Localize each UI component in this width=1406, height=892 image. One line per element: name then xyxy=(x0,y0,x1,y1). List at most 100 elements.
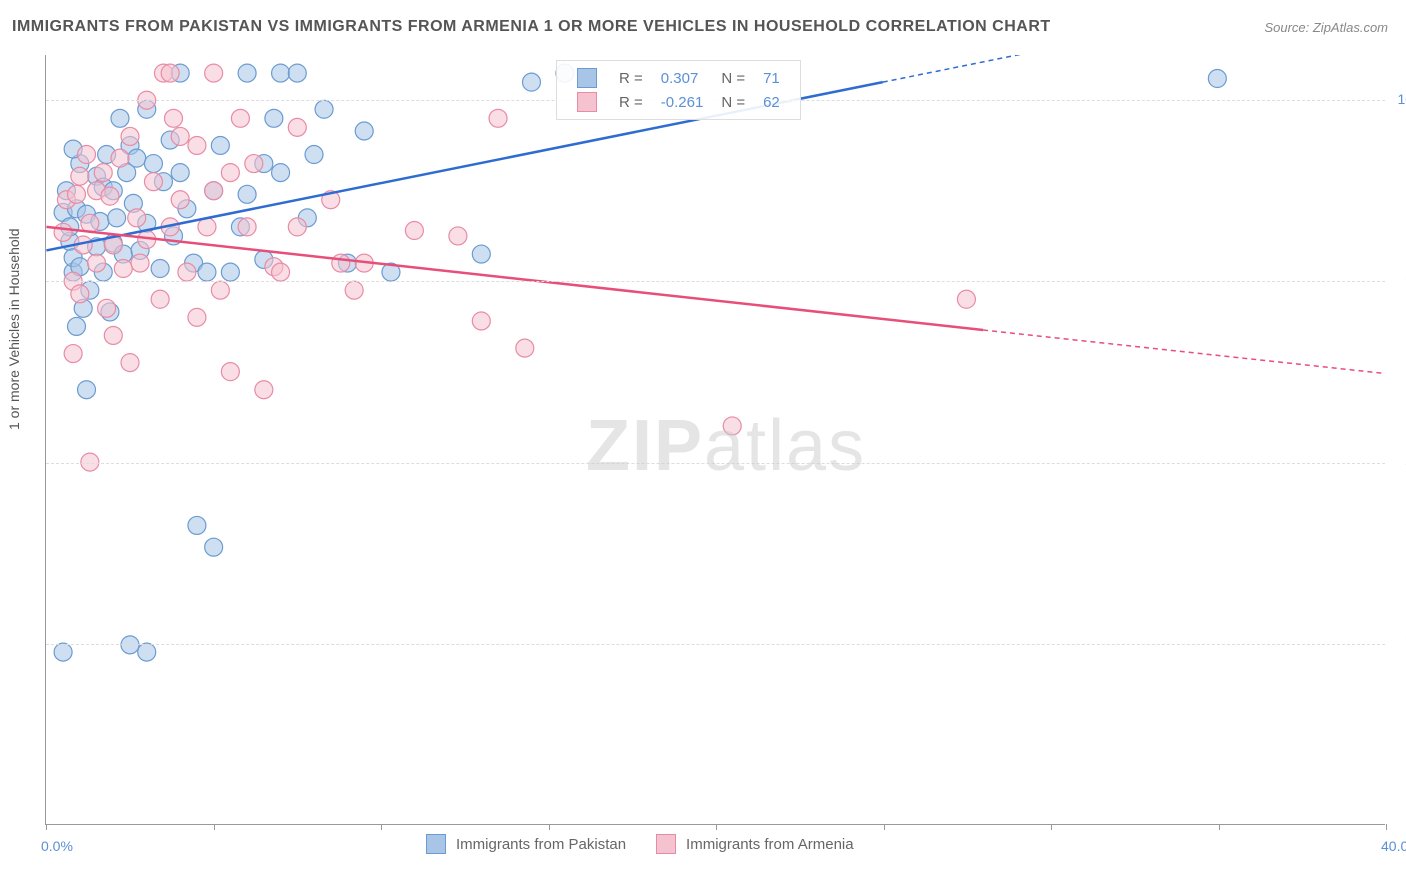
scatter-point xyxy=(221,164,239,182)
scatter-point xyxy=(128,209,146,227)
scatter-point xyxy=(205,538,223,556)
x-tick xyxy=(1219,824,1220,830)
x-tick xyxy=(884,824,885,830)
scatter-point xyxy=(131,254,149,272)
scatter-point xyxy=(54,643,72,661)
scatter-point xyxy=(171,164,189,182)
scatter-point xyxy=(171,191,189,209)
scatter-point xyxy=(88,254,106,272)
scatter-point xyxy=(288,64,306,82)
legend-item: Immigrants from Pakistan xyxy=(426,834,626,854)
gridline-h xyxy=(46,281,1385,282)
scatter-point xyxy=(255,381,273,399)
corr-n-label: N = xyxy=(713,67,753,89)
scatter-point xyxy=(723,417,741,435)
trend-line-dash xyxy=(883,55,1385,82)
x-tick xyxy=(1386,824,1387,830)
scatter-point xyxy=(165,109,183,127)
legend-swatch-icon xyxy=(577,68,597,88)
x-tick xyxy=(549,824,550,830)
scatter-point xyxy=(305,146,323,164)
correlation-legend: R = 0.307 N = 71 R = -0.261 N = 62 xyxy=(556,60,801,120)
scatter-point xyxy=(71,285,89,303)
scatter-point xyxy=(221,363,239,381)
legend-label: Immigrants from Pakistan xyxy=(456,836,626,853)
corr-n-value: 62 xyxy=(755,91,788,113)
scatter-point xyxy=(405,222,423,240)
scatter-point xyxy=(523,73,541,91)
scatter-point xyxy=(332,254,350,272)
correlation-table: R = 0.307 N = 71 R = -0.261 N = 62 xyxy=(567,65,790,115)
scatter-point xyxy=(121,636,139,654)
scatter-point xyxy=(198,263,216,281)
legend-label: Immigrants from Armenia xyxy=(686,836,854,853)
scatter-point xyxy=(472,245,490,263)
scatter-point xyxy=(98,299,116,317)
scatter-point xyxy=(108,209,126,227)
corr-r-value: 0.307 xyxy=(653,67,712,89)
legend-item: Immigrants from Armenia xyxy=(656,834,854,854)
scatter-point xyxy=(211,136,229,154)
scatter-point xyxy=(111,149,129,167)
corr-r-value: -0.261 xyxy=(653,91,712,113)
scatter-point xyxy=(472,312,490,330)
scatter-point xyxy=(355,122,373,140)
scatter-point xyxy=(188,516,206,534)
scatter-point xyxy=(315,100,333,118)
scatter-point xyxy=(188,308,206,326)
scatter-point xyxy=(54,223,72,241)
scatter-point xyxy=(78,146,96,164)
legend-swatch-icon xyxy=(426,834,446,854)
scatter-point xyxy=(288,218,306,236)
scatter-point xyxy=(111,109,129,127)
scatter-point xyxy=(67,317,85,335)
scatter-point xyxy=(221,263,239,281)
corr-r-label: R = xyxy=(611,91,651,113)
scatter-point xyxy=(265,109,283,127)
scatter-svg xyxy=(46,55,1385,824)
scatter-point xyxy=(957,290,975,308)
scatter-point xyxy=(288,118,306,136)
gridline-h xyxy=(46,463,1385,464)
corr-r-label: R = xyxy=(611,67,651,89)
scatter-point xyxy=(178,263,196,281)
scatter-point xyxy=(171,127,189,145)
scatter-point xyxy=(104,326,122,344)
scatter-point xyxy=(67,185,85,203)
scatter-point xyxy=(238,185,256,203)
scatter-point xyxy=(211,281,229,299)
chart-plot-area: ZIPatlas R = 0.307 N = 71 R = -0.261 N =… xyxy=(45,55,1385,825)
x-tick-label: 40.0% xyxy=(1381,838,1406,854)
source-attribution: Source: ZipAtlas.com xyxy=(1264,20,1388,35)
y-tick-label: 100.0% xyxy=(1398,91,1406,107)
correlation-row: R = 0.307 N = 71 xyxy=(569,67,788,89)
scatter-point xyxy=(231,109,249,127)
scatter-point xyxy=(138,643,156,661)
scatter-point xyxy=(144,173,162,191)
scatter-point xyxy=(121,127,139,145)
scatter-point xyxy=(151,260,169,278)
scatter-point xyxy=(272,164,290,182)
x-tick xyxy=(214,824,215,830)
scatter-point xyxy=(121,354,139,372)
legend-swatch-icon xyxy=(656,834,676,854)
x-tick xyxy=(381,824,382,830)
scatter-point xyxy=(78,381,96,399)
gridline-h xyxy=(46,644,1385,645)
scatter-point xyxy=(101,187,119,205)
scatter-point xyxy=(489,109,507,127)
scatter-point xyxy=(128,149,146,167)
scatter-point xyxy=(94,164,112,182)
scatter-point xyxy=(272,64,290,82)
legend-swatch-icon xyxy=(577,92,597,112)
x-tick xyxy=(1051,824,1052,830)
scatter-point xyxy=(345,281,363,299)
x-tick-label: 0.0% xyxy=(41,838,73,854)
scatter-point xyxy=(516,339,534,357)
scatter-point xyxy=(64,345,82,363)
scatter-point xyxy=(449,227,467,245)
corr-n-value: 71 xyxy=(755,67,788,89)
scatter-point xyxy=(81,214,99,232)
scatter-point xyxy=(71,167,89,185)
correlation-row: R = -0.261 N = 62 xyxy=(569,91,788,113)
